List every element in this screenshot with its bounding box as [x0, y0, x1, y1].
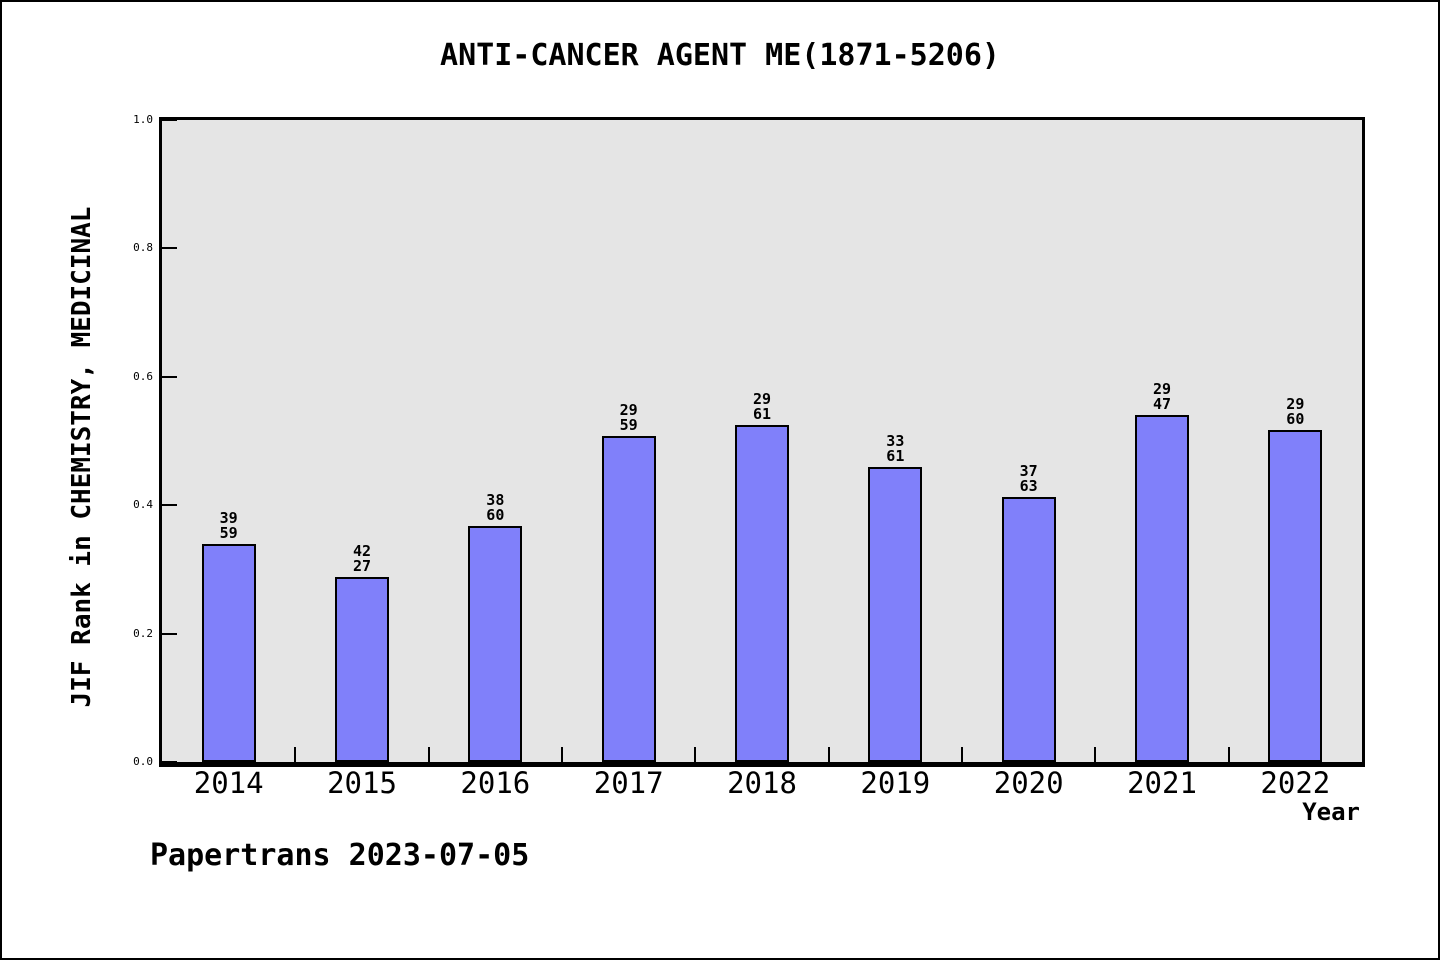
bar-value-total: 60	[1286, 410, 1305, 428]
x-tick-label: 2019	[860, 766, 931, 800]
x-tick-label: 2016	[460, 766, 531, 800]
bar-value-rank: 29	[1152, 380, 1172, 398]
bar-value-total: 61	[752, 405, 772, 423]
bar-value-rank: 33	[886, 432, 905, 450]
bar-value-rank: 38	[486, 491, 505, 509]
y-tick-label: 0.6	[133, 369, 153, 383]
x-axis-label: Year	[1302, 798, 1360, 826]
y-tick-mark	[162, 632, 177, 635]
bar-value-label: 29 60	[1250, 397, 1340, 427]
bar-value-total: 59	[619, 416, 638, 434]
bar-value-total: 60	[486, 506, 505, 524]
bar-value-total: 27	[352, 557, 372, 575]
x-tick-label: 2017	[593, 766, 664, 800]
y-tick-label: 1.0	[133, 113, 153, 126]
bar	[468, 526, 523, 762]
bar	[1268, 430, 1323, 762]
bar-value-rank: 37	[1019, 462, 1038, 480]
plot-area: 39 59 42 27 38 60 29 59 29 61 33 61 37 63 29 47 29 60	[159, 117, 1365, 767]
x-tick-label: 2020	[993, 766, 1064, 800]
y-tick-mark	[162, 504, 177, 507]
x-tick-mark	[694, 747, 697, 762]
bar	[868, 467, 923, 762]
watermark-footer: Papertrans 2023-07-05	[150, 838, 530, 873]
bar-value-rank: 39	[219, 509, 238, 527]
chart-title: ANTI-CANCER AGENT ME(1871-5206)	[440, 38, 1000, 73]
y-tick-mark	[162, 247, 177, 250]
bar	[201, 544, 256, 762]
x-tick-mark	[561, 747, 563, 762]
bar-value-total: 61	[886, 447, 905, 465]
bar	[335, 577, 389, 762]
bar-value-rank: 42	[352, 542, 372, 560]
x-tick-mark	[1227, 747, 1230, 762]
y-tick-label: 0.4	[133, 498, 153, 512]
bar-value-total: 47	[1152, 395, 1172, 413]
x-tick-label: 2022	[1260, 766, 1331, 800]
bar	[735, 425, 789, 762]
bar-value-label: 29 47	[1117, 382, 1207, 412]
bar-value-label: 38 60	[450, 493, 540, 523]
bar	[1001, 497, 1056, 762]
bar-value-label: 33 61	[850, 434, 940, 464]
x-tick-label: 2021	[1127, 766, 1197, 800]
y-axis-label: JIF Rank in CHEMISTRY, MEDICINAL	[67, 206, 97, 708]
y-tick-mark	[162, 375, 177, 378]
y-tick-mark	[162, 761, 177, 763]
x-tick-mark	[294, 747, 297, 762]
y-tick-label: 0.2	[133, 626, 153, 640]
x-tick-mark	[961, 747, 963, 762]
y-tick-mark	[162, 119, 177, 121]
bar-value-label: 37 63	[984, 464, 1074, 494]
bar-value-rank: 29	[1286, 395, 1305, 413]
x-tick-mark	[1094, 747, 1097, 762]
bar	[601, 436, 656, 762]
bar-value-label: 29 59	[584, 403, 674, 433]
bar	[1135, 415, 1189, 762]
x-tick-label: 2014	[193, 766, 264, 800]
bar-value-label: 42 27	[317, 544, 407, 574]
x-tick-mark	[827, 747, 830, 762]
x-tick-label: 2015	[327, 766, 397, 800]
bar-value-rank: 29	[619, 401, 638, 419]
bar-value-total: 63	[1019, 477, 1038, 495]
bar-value-total: 59	[219, 524, 238, 542]
bar-value-label: 39 59	[184, 511, 274, 541]
y-tick-label: 0.0	[133, 755, 153, 768]
x-tick-label: 2018	[727, 766, 797, 800]
y-tick-label: 0.8	[133, 241, 153, 255]
bar-value-label: 29 61	[717, 392, 807, 422]
bar-value-rank: 29	[752, 390, 772, 408]
x-tick-mark	[427, 747, 430, 762]
